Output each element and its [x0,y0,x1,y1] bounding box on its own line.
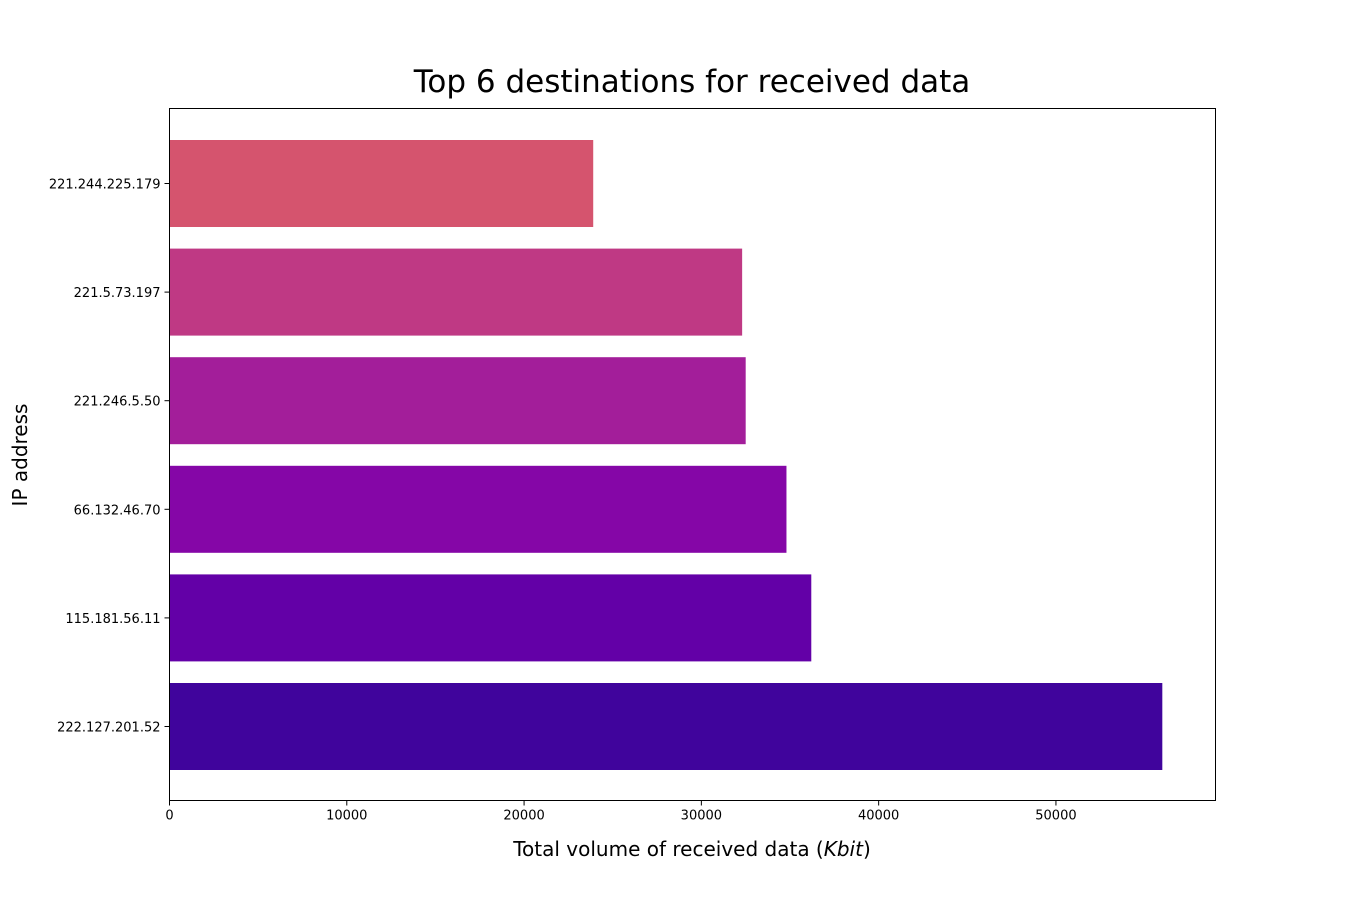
x-axis-title-suffix: ) [863,837,871,861]
bars-layer [169,140,1163,770]
x-axis-title-prefix: Total volume of received data ( [512,837,824,861]
x-tick-label: 20000 [503,809,544,824]
y-tick-label: 221.246.5.50 [74,395,161,410]
bar-221-244-225-179 [169,140,594,227]
y-tick-label: 222.127.201.52 [57,721,160,736]
bar-222-127-201-52 [169,683,1163,770]
x-axis-title: Total volume of received data (Kbit) [512,837,871,861]
chart-title: Top 6 destinations for received data [413,64,971,100]
bar-221-5-73-197 [169,248,743,336]
y-tick-label: 66.132.46.70 [74,503,161,518]
bar-221-246-5-50 [169,357,746,445]
x-tick-label: 40000 [858,809,899,824]
y-tick-label: 221.244.225.179 [49,178,161,193]
bar-115-181-56-11 [169,574,812,662]
y-ticks: 222.127.201.52 115.181.56.11 66.132.46.70 2… [49,178,170,736]
x-tick-label: 30000 [681,809,722,824]
x-tick-label: 0 [165,809,173,824]
bar-66-132-46-70 [169,465,787,553]
x-ticks: 0 10000 20000 30000 40000 50000 [165,800,1077,824]
plot-frame [169,108,1216,801]
y-axis-title: IP address [8,404,32,507]
y-tick-label: 221.5.73.197 [74,286,161,301]
y-tick-label: 115.181.56.11 [65,612,160,627]
x-tick-label: 50000 [1035,809,1076,824]
x-tick-label: 10000 [326,809,367,824]
x-axis-title-unit: Kbit [824,837,864,861]
